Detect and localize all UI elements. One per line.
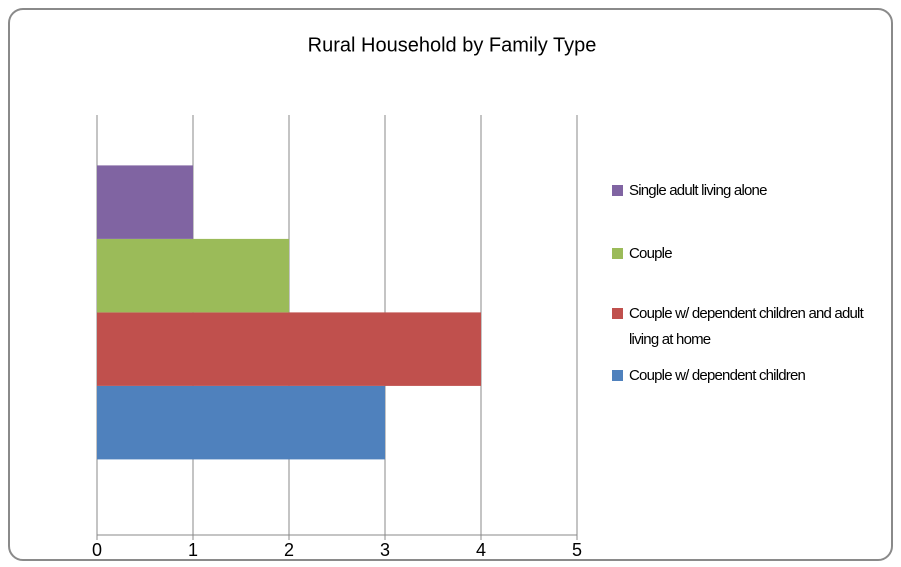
- x-tick-label: 1: [188, 540, 198, 560]
- x-tick-label: 5: [572, 540, 582, 560]
- x-tick-label: 2: [284, 540, 294, 560]
- legend-item: Couple w/ dependent children and adult l…: [612, 301, 884, 353]
- legend-label: Couple w/ dependent children: [629, 367, 806, 384]
- legend-swatch: [612, 248, 623, 259]
- chart-title: Rural Household by Family Type: [308, 34, 597, 56]
- legend-item: Single adult living alone: [612, 178, 884, 204]
- x-tick-label: 4: [476, 540, 486, 560]
- x-tick-label: 3: [380, 540, 390, 560]
- legend-swatch: [612, 308, 623, 319]
- bar: [97, 165, 193, 239]
- x-tick-label: 0: [92, 540, 102, 560]
- legend-item: Couple: [612, 241, 884, 267]
- legend-label: Single adult living alone: [629, 182, 767, 199]
- legend-item: Couple w/ dependent children: [612, 363, 884, 389]
- bar: [97, 312, 481, 386]
- bar: [97, 238, 289, 313]
- legend: Single adult living alone Couple Couple w/…: [612, 0, 897, 567]
- legend-label: Couple w/ dependent children and adult l…: [629, 305, 864, 348]
- bar: [97, 385, 385, 460]
- legend-swatch: [612, 370, 623, 381]
- legend-swatch: [612, 185, 623, 196]
- legend-label: Couple: [629, 245, 673, 262]
